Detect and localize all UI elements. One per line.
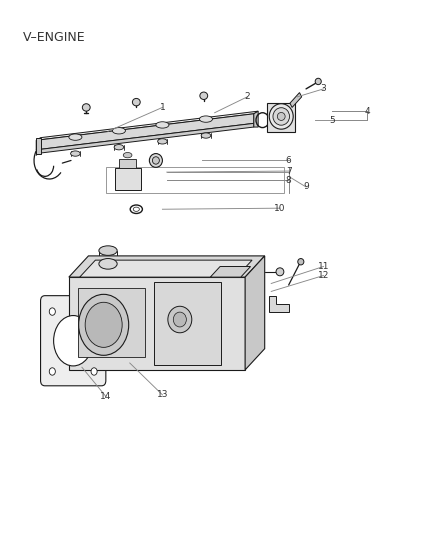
- Text: 11: 11: [318, 262, 329, 271]
- Ellipse shape: [71, 151, 80, 156]
- Polygon shape: [36, 123, 254, 154]
- Polygon shape: [36, 111, 258, 140]
- Polygon shape: [69, 277, 245, 370]
- Polygon shape: [267, 103, 295, 132]
- Ellipse shape: [49, 368, 55, 375]
- Bar: [106, 167, 284, 193]
- Ellipse shape: [201, 133, 211, 138]
- Ellipse shape: [200, 92, 208, 100]
- Ellipse shape: [149, 154, 162, 167]
- FancyBboxPatch shape: [41, 296, 106, 386]
- Ellipse shape: [82, 104, 90, 111]
- Ellipse shape: [273, 108, 290, 125]
- Text: 8: 8: [286, 175, 292, 184]
- Ellipse shape: [99, 246, 117, 255]
- Ellipse shape: [133, 207, 139, 212]
- Ellipse shape: [315, 78, 321, 85]
- Text: 1: 1: [159, 103, 165, 112]
- Text: 9: 9: [303, 182, 309, 191]
- Polygon shape: [69, 256, 265, 277]
- Ellipse shape: [79, 294, 129, 356]
- Text: 7: 7: [286, 166, 292, 175]
- Text: 10: 10: [274, 204, 286, 213]
- Ellipse shape: [152, 157, 159, 164]
- Text: 14: 14: [100, 392, 112, 401]
- Polygon shape: [290, 93, 302, 108]
- Bar: [119, 159, 136, 168]
- Ellipse shape: [85, 302, 122, 348]
- Text: 2: 2: [244, 92, 250, 101]
- Ellipse shape: [91, 368, 97, 375]
- Polygon shape: [80, 260, 252, 277]
- Bar: [154, 282, 221, 365]
- Bar: [115, 168, 141, 190]
- Ellipse shape: [121, 168, 138, 175]
- Ellipse shape: [91, 308, 97, 316]
- Ellipse shape: [277, 112, 285, 120]
- Ellipse shape: [123, 152, 132, 158]
- Ellipse shape: [269, 104, 293, 129]
- Text: 4: 4: [364, 107, 370, 116]
- Polygon shape: [254, 111, 258, 127]
- Ellipse shape: [298, 259, 304, 265]
- Text: V–ENGINE: V–ENGINE: [23, 30, 86, 44]
- Ellipse shape: [114, 144, 124, 150]
- Text: 6: 6: [286, 156, 292, 165]
- Polygon shape: [269, 296, 289, 312]
- Ellipse shape: [276, 268, 284, 276]
- Polygon shape: [245, 256, 265, 370]
- Ellipse shape: [99, 259, 117, 269]
- Ellipse shape: [199, 116, 212, 122]
- Ellipse shape: [69, 134, 82, 140]
- Polygon shape: [210, 266, 251, 277]
- Text: 12: 12: [318, 271, 329, 280]
- Text: 5: 5: [329, 116, 335, 125]
- Ellipse shape: [113, 127, 125, 134]
- Polygon shape: [78, 288, 145, 357]
- Ellipse shape: [168, 306, 192, 333]
- Ellipse shape: [156, 122, 169, 128]
- Ellipse shape: [173, 312, 186, 327]
- Text: 13: 13: [157, 390, 168, 399]
- Ellipse shape: [120, 176, 139, 184]
- Text: 3: 3: [321, 84, 326, 93]
- Ellipse shape: [132, 99, 140, 106]
- Ellipse shape: [53, 316, 93, 366]
- Polygon shape: [36, 138, 41, 154]
- Ellipse shape: [158, 139, 167, 144]
- Ellipse shape: [49, 308, 55, 316]
- Polygon shape: [36, 114, 254, 150]
